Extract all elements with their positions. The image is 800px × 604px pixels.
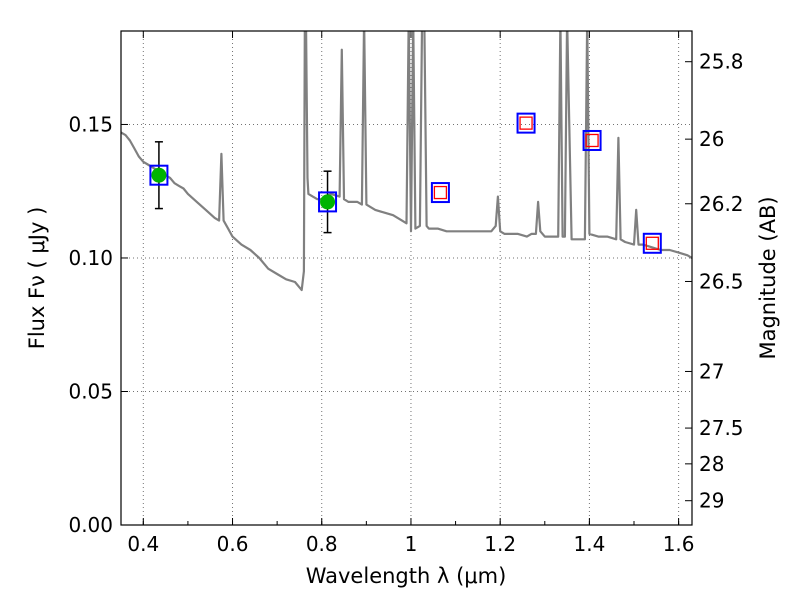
data-point-box (582, 129, 602, 151)
x-tick-label: 0.4 (127, 532, 159, 556)
series-layer (121, 31, 692, 292)
y-tick-label: 0.00 (68, 513, 113, 537)
y-tick-label: 0.05 (68, 379, 113, 403)
data-point-marker (320, 194, 336, 210)
data-point-marker (645, 236, 659, 250)
data-point-marker (585, 133, 599, 148)
x-tick-label: 1.6 (663, 532, 695, 556)
data-point-marker (151, 167, 167, 183)
y2-axis-label: Magnitude (AB) (756, 196, 780, 359)
points-layer (149, 112, 662, 254)
y2-tick-label: 26.2 (699, 192, 744, 216)
y2-tick-label: 26 (699, 127, 724, 151)
data-point-marker (433, 185, 448, 200)
y-axis-label: Flux Fν ( μJy ) (25, 207, 49, 350)
x-tick-label: 1 (405, 532, 418, 556)
axis-layer: 0.4 0.6 0.8 1 1.2 1.4 1.6 0.00 0.05 0.10 0.15 25.8 2… (68, 31, 744, 556)
data-point-marker (519, 116, 533, 130)
x-tick-label: 0.6 (217, 532, 249, 556)
data-point-box (149, 164, 169, 186)
y2-tick-label: 29 (699, 489, 724, 513)
y-tick-label: 0.15 (68, 112, 113, 136)
y2-tick-label: 27.5 (699, 416, 744, 440)
spectrum-line (121, 31, 692, 292)
grid-lines (121, 31, 692, 525)
plot-area (121, 31, 692, 292)
y2-tick-label: 26.5 (699, 269, 744, 293)
x-tick-label: 1.2 (484, 532, 516, 556)
y2-tick-label: 27 (699, 359, 724, 383)
y2-tick-label: 28 (699, 452, 724, 476)
y2-tick-label: 25.8 (699, 50, 744, 74)
x-axis-label: Wavelength λ (μm) (306, 564, 507, 588)
x-tick-label: 0.8 (306, 532, 338, 556)
plot-frame (120, 30, 693, 526)
data-point-box (430, 182, 450, 204)
x-tick-label: 1.4 (573, 532, 605, 556)
y-tick-label: 0.10 (68, 246, 113, 270)
data-point-box (516, 112, 536, 134)
data-point-box (318, 191, 338, 213)
data-point-box (642, 232, 662, 254)
